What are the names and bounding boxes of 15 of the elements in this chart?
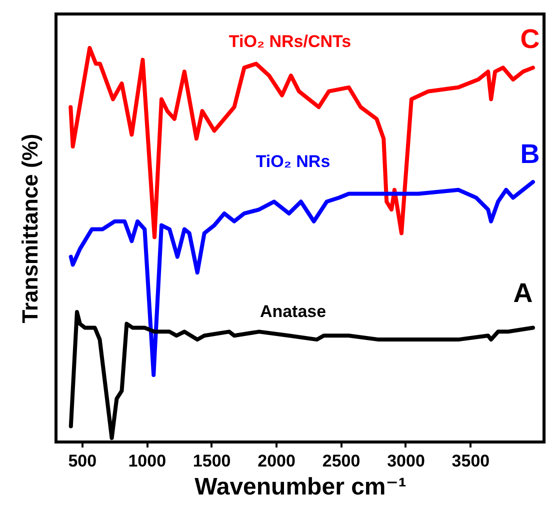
x-tick-label: 3500 <box>452 452 490 470</box>
annotation: A <box>513 278 533 308</box>
x-tick-label: 2000 <box>258 452 296 470</box>
x-tick-label: 1000 <box>128 452 166 470</box>
x-tick-label: 1500 <box>192 452 231 470</box>
x-axis-title: Wavenumber cm⁻¹ <box>194 474 406 500</box>
series-label: Anatase <box>260 302 326 321</box>
x-tick-label: 3000 <box>387 452 425 470</box>
y-axis-title: Transmittance (%) <box>18 134 42 324</box>
x-tick-label: 500 <box>68 452 97 470</box>
series-label: TiO₂ NRs <box>256 152 330 171</box>
x-tick-label: 2500 <box>322 452 360 470</box>
annotation: C <box>520 24 540 54</box>
annotation: B <box>520 139 540 169</box>
series-label: TiO₂ NRs/CNTs <box>228 32 352 51</box>
